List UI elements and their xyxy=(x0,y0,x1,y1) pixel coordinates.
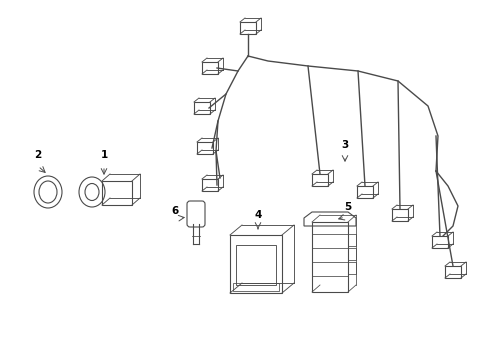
Bar xyxy=(357,186,373,198)
Bar xyxy=(392,209,408,221)
Bar xyxy=(445,266,461,278)
Bar xyxy=(230,235,282,293)
Text: 2: 2 xyxy=(34,150,42,160)
Bar xyxy=(348,262,356,274)
Bar xyxy=(236,245,276,285)
Text: 1: 1 xyxy=(100,150,108,160)
Text: 5: 5 xyxy=(344,202,352,212)
Bar xyxy=(348,234,356,246)
Bar xyxy=(202,179,218,191)
Bar xyxy=(312,222,348,292)
Bar xyxy=(312,174,328,186)
Bar xyxy=(233,283,279,291)
Bar xyxy=(348,248,356,260)
Bar xyxy=(197,142,213,154)
Bar xyxy=(432,236,448,248)
Bar xyxy=(240,22,256,34)
Text: 6: 6 xyxy=(172,206,179,216)
Bar xyxy=(202,62,218,74)
Bar xyxy=(102,181,132,205)
Bar xyxy=(194,102,210,114)
Text: 4: 4 xyxy=(254,210,262,220)
Text: 3: 3 xyxy=(342,140,348,150)
